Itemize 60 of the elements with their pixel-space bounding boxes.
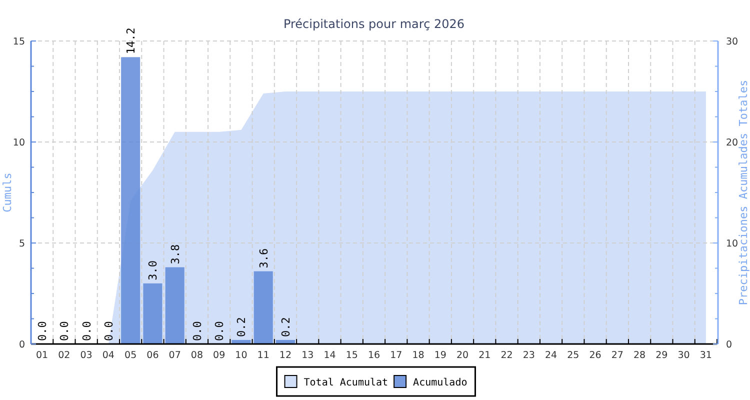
data-label: 0.2: [235, 317, 248, 337]
data-label: 3.0: [146, 260, 160, 280]
y-axis-title: Cumuls: [1, 172, 14, 212]
x-tick-label: 15: [346, 350, 358, 361]
data-label: 0.0: [190, 321, 204, 341]
y2-tick-label: 20: [726, 138, 738, 148]
x-tick-label: 31: [700, 350, 712, 361]
legend-label: Total Acumulat: [304, 378, 388, 388]
data-label: 0.0: [102, 321, 116, 341]
data-label: 0.2: [279, 317, 292, 337]
chart-title: Précipitations pour març 2026: [283, 17, 465, 31]
data-label: 3.6: [257, 248, 270, 268]
y2-tick-label: 30: [726, 36, 738, 48]
y-tick-label: 5: [18, 238, 25, 250]
x-tick-label: 17: [390, 350, 402, 361]
bar: [121, 57, 140, 344]
bar: [143, 283, 162, 344]
x-tick-label: 27: [611, 350, 624, 361]
bar: [254, 271, 273, 344]
x-tick-label: 08: [190, 350, 204, 361]
y-tick-label: 15: [12, 36, 25, 48]
y2-tick-label: 0: [726, 340, 732, 350]
x-tick-label: 05: [124, 350, 137, 361]
x-tick-label: 21: [478, 350, 491, 361]
x-tick-label: 29: [656, 350, 668, 361]
x-tick-label: 28: [634, 350, 646, 361]
x-tick-label: 24: [544, 350, 558, 361]
x-tick-label: 12: [279, 350, 292, 361]
x-tick-label: 04: [102, 350, 114, 361]
data-label: 0.0: [80, 321, 94, 341]
x-tick-label: 07: [168, 350, 181, 361]
x-tick-label: 02: [58, 350, 70, 361]
bar: [165, 267, 184, 344]
x-tick-label: 22: [500, 350, 513, 361]
x-tick-label: 14: [324, 350, 336, 361]
y2-tick-label: 10: [726, 238, 738, 250]
data-label: 0.0: [213, 321, 226, 341]
x-tick-label: 20: [456, 350, 469, 361]
x-tick-label: 01: [36, 350, 48, 361]
data-label: 3.8: [168, 244, 182, 264]
y-tick-label: 0: [18, 340, 25, 350]
x-tick-label: 25: [567, 350, 580, 361]
x-tick-label: 13: [302, 350, 314, 361]
y-tick-label: 10: [12, 138, 25, 148]
x-tick-label: 11: [257, 350, 270, 361]
x-tick-label: 16: [368, 350, 380, 361]
x-tick-label: 10: [235, 350, 248, 361]
x-tick-label: 18: [412, 350, 424, 361]
y2-axis-title: Precipitaciones Acumulades Totales: [737, 80, 750, 306]
data-label: 0.0: [36, 321, 50, 341]
x-tick-label: 19: [434, 350, 446, 361]
x-tick-label: 09: [213, 350, 226, 361]
x-tick-label: 26: [589, 350, 602, 361]
x-tick-label: 30: [678, 350, 690, 361]
x-tick-label: 06: [146, 350, 159, 361]
data-label: 14.2: [124, 28, 138, 54]
legend-label: Acumulado: [413, 378, 468, 388]
data-label: 0.0: [58, 321, 72, 341]
x-tick-label: 03: [80, 350, 92, 361]
x-tick-label: 23: [522, 350, 535, 361]
